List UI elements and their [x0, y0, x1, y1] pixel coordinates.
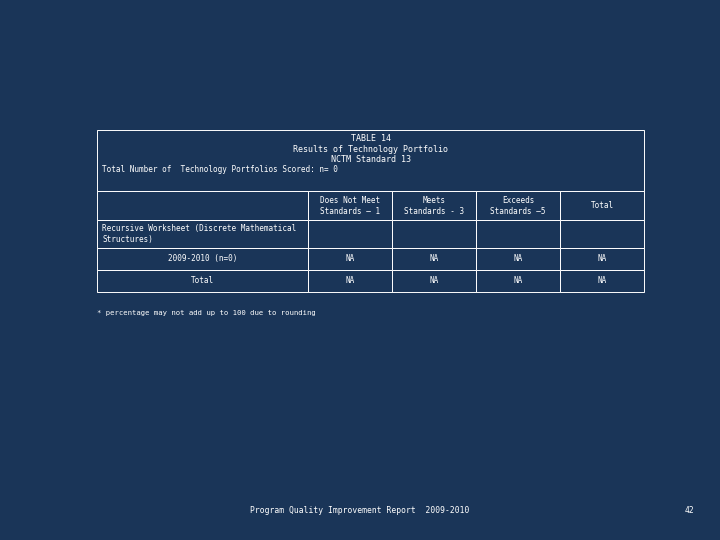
Text: Exceeds
Standards –5: Exceeds Standards –5: [490, 195, 546, 216]
Text: 42: 42: [685, 506, 695, 515]
Bar: [560, 220, 644, 248]
Text: NA: NA: [346, 254, 354, 264]
Bar: [476, 269, 560, 292]
Bar: [308, 248, 392, 270]
Text: Recursive Worksheet (Discrete Mathematical
Structures): Recursive Worksheet (Discrete Mathematic…: [102, 224, 297, 244]
Text: NA: NA: [598, 254, 607, 264]
Text: NCTM Standard 13: NCTM Standard 13: [330, 156, 411, 164]
Bar: [476, 248, 560, 270]
Bar: [560, 269, 644, 292]
Bar: [392, 269, 476, 292]
Text: NA: NA: [513, 254, 523, 264]
Bar: [97, 269, 308, 292]
Bar: [392, 248, 476, 270]
Text: NA: NA: [598, 276, 607, 285]
Bar: [308, 220, 392, 248]
Bar: [392, 220, 476, 248]
Text: TABLE 14: TABLE 14: [351, 134, 391, 143]
Bar: [560, 248, 644, 270]
Bar: [476, 220, 560, 248]
Bar: [97, 248, 308, 270]
Bar: [476, 191, 560, 220]
Bar: [308, 269, 392, 292]
Text: Total Number of  Technology Portfolios Scored: n= 0: Total Number of Technology Portfolios Sc…: [102, 165, 338, 174]
Text: NA: NA: [429, 254, 438, 264]
Text: * percentage may not add up to 100 due to rounding: * percentage may not add up to 100 due t…: [97, 310, 316, 316]
Text: NA: NA: [513, 276, 523, 285]
Bar: [308, 191, 392, 220]
Text: Total: Total: [191, 276, 214, 285]
Text: Results of Technology Portfolio: Results of Technology Portfolio: [293, 145, 449, 154]
Text: Does Not Meet
Standards – 1: Does Not Meet Standards – 1: [320, 195, 380, 216]
Text: Total: Total: [591, 201, 614, 210]
Bar: [392, 191, 476, 220]
Bar: [97, 191, 308, 220]
Bar: [97, 130, 644, 191]
Text: 2009-2010 (n=0): 2009-2010 (n=0): [168, 254, 237, 264]
Bar: [560, 191, 644, 220]
Text: NA: NA: [346, 276, 354, 285]
Text: Program Quality Improvement Report  2009-2010: Program Quality Improvement Report 2009-…: [251, 506, 469, 515]
Text: NA: NA: [429, 276, 438, 285]
Text: Meets
Standards - 3: Meets Standards - 3: [404, 195, 464, 216]
Bar: [97, 220, 308, 248]
